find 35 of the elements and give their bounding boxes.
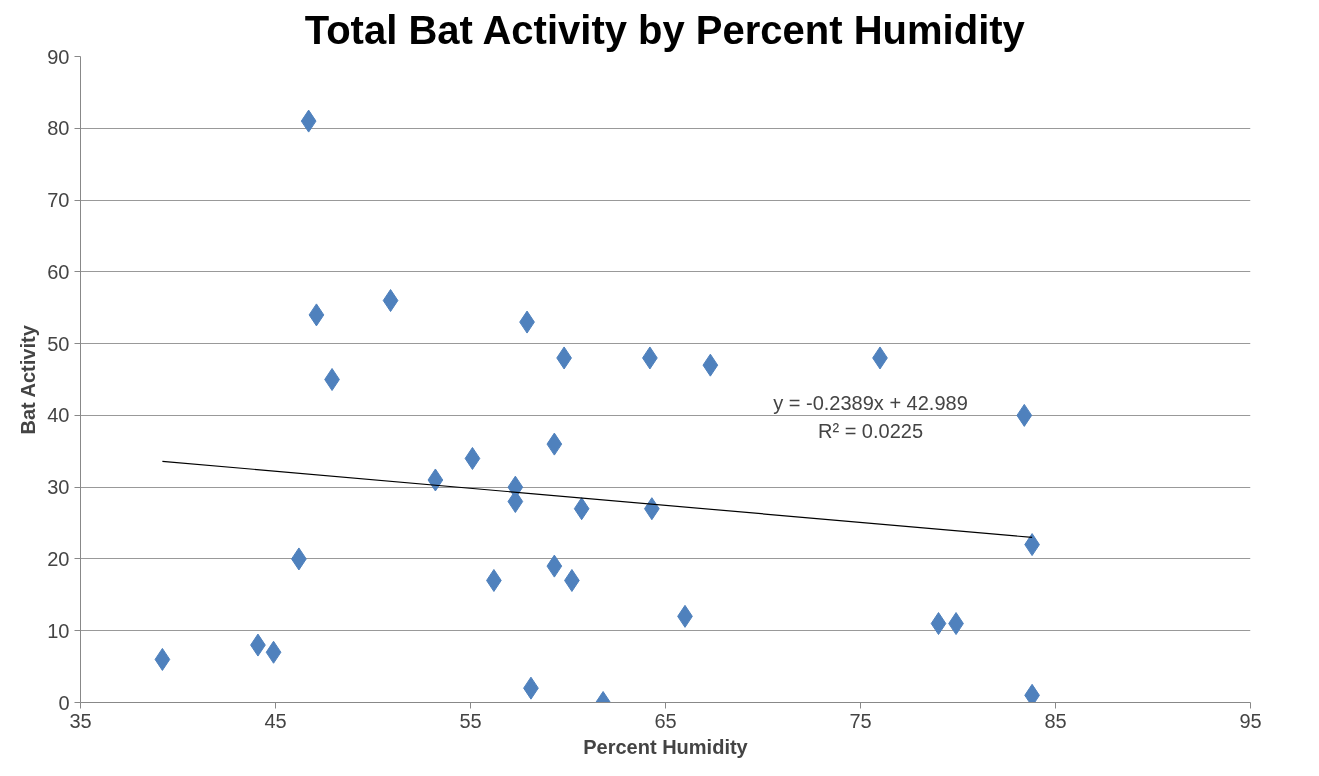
point	[265, 640, 282, 664]
x-tick-label: 55	[459, 709, 482, 732]
y-tick-label: 20	[47, 547, 70, 570]
x-tick-label: 75	[849, 709, 872, 732]
x-tick-label: 85	[1044, 709, 1067, 732]
point	[702, 353, 719, 377]
y-tick-label: 10	[47, 619, 70, 642]
point	[546, 554, 563, 578]
y-tick-label: 0	[58, 691, 70, 714]
y-tick-label: 70	[47, 189, 70, 212]
point	[546, 432, 563, 456]
point	[464, 446, 481, 470]
x-tick-label: 35	[69, 709, 92, 732]
point	[300, 109, 317, 133]
y-tick-label: 50	[47, 332, 70, 355]
annotation: y = -0.2389x + 42.989	[773, 391, 968, 414]
y-axis-title: Bat Activity	[17, 324, 40, 435]
point	[930, 612, 947, 636]
point	[308, 303, 325, 327]
chart-title: Total Bat Activity by Percent Humidity	[304, 7, 1026, 52]
y-tick-label: 80	[47, 117, 70, 140]
y-tick-label: 90	[47, 45, 70, 68]
annotation: R² = 0.0225	[817, 419, 924, 442]
x-tick-label: 65	[654, 709, 677, 732]
point	[154, 647, 171, 671]
x-axis-title: Percent Humidity	[583, 735, 749, 758]
x-tick-label: 45	[264, 709, 287, 732]
point	[1016, 403, 1033, 427]
x-tick-label: 95	[1239, 709, 1262, 732]
y-tick-label: 30	[47, 476, 70, 499]
y-tick-label: 60	[47, 260, 70, 283]
y-tick-label: 40	[47, 404, 70, 427]
point	[573, 497, 590, 521]
point	[427, 468, 444, 492]
point	[382, 289, 399, 313]
